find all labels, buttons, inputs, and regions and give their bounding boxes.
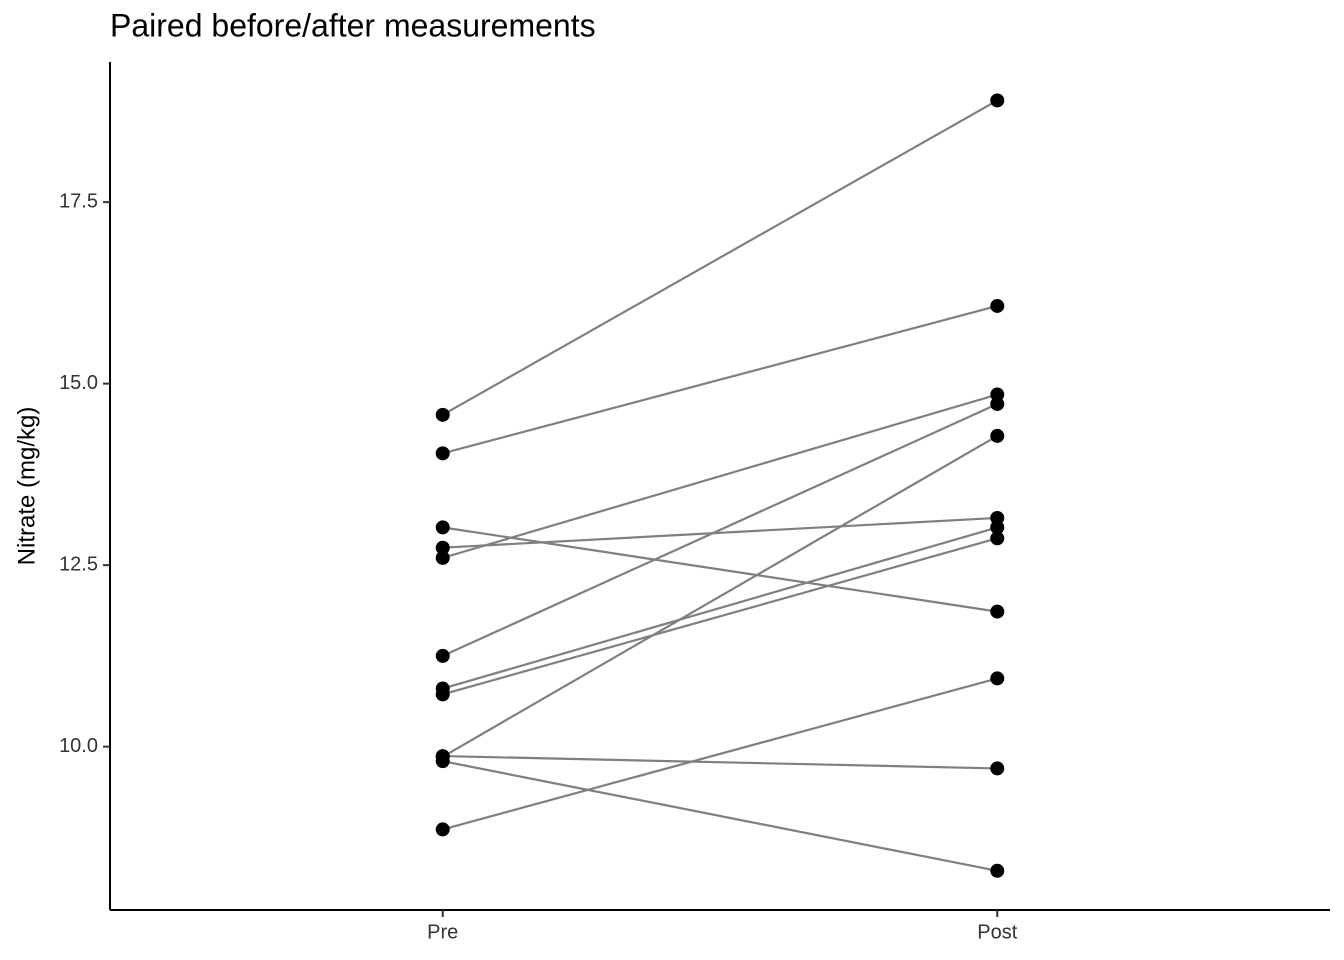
chart-title: Paired before/after measurements <box>110 7 596 43</box>
pair-line <box>442 537 998 696</box>
point <box>435 687 450 702</box>
y-tick-label: 17.5 <box>59 190 98 212</box>
point <box>435 446 450 461</box>
point <box>990 604 1005 619</box>
point <box>990 863 1005 878</box>
pair-line <box>442 754 998 770</box>
point <box>435 822 450 837</box>
point <box>435 550 450 565</box>
x-tick-label: Post <box>977 921 1017 943</box>
point <box>990 396 1005 411</box>
point <box>435 754 450 769</box>
y-tick-label: 12.5 <box>59 553 98 575</box>
pair-line <box>442 99 998 416</box>
pair-line <box>442 434 998 758</box>
pair-line <box>442 402 998 657</box>
point <box>990 428 1005 443</box>
pair-line <box>442 526 998 690</box>
point <box>990 93 1005 108</box>
point <box>435 407 450 422</box>
y-tick-label: 10.0 <box>59 735 98 757</box>
point <box>990 520 1005 535</box>
point <box>990 761 1005 776</box>
pair-line <box>442 677 998 831</box>
point <box>990 531 1005 546</box>
pair-line <box>442 304 998 455</box>
point <box>435 520 450 535</box>
point <box>435 648 450 663</box>
pair-line <box>442 516 998 549</box>
point <box>435 540 450 555</box>
y-tick-label: 15.0 <box>59 372 98 394</box>
point <box>990 671 1005 686</box>
pair-line <box>442 393 998 559</box>
x-tick-label: Pre <box>427 921 458 943</box>
point <box>990 298 1005 313</box>
pair-line <box>442 760 998 872</box>
pair-line <box>442 526 998 613</box>
y-axis-label: Nitrate (mg/kg) <box>13 407 40 566</box>
